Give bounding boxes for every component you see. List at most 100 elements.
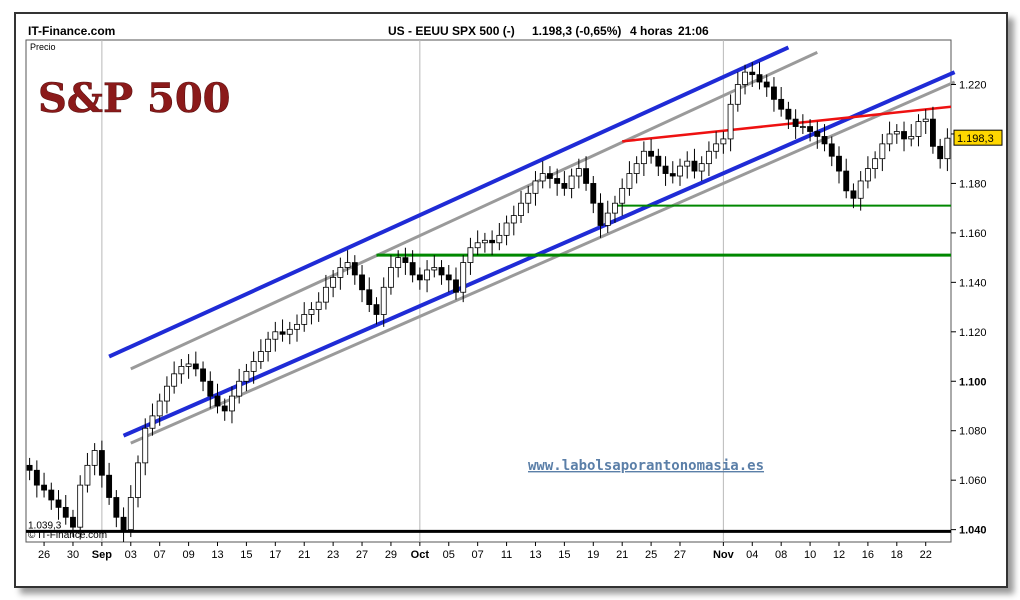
candle-body (481, 239, 488, 244)
x-tick-label: Sep (92, 549, 112, 561)
candle-body (662, 165, 669, 174)
candle-body (453, 279, 459, 293)
candle-body (120, 516, 127, 531)
candle-body (62, 506, 69, 518)
candle-body (930, 118, 936, 147)
y-tick-label: 1.060 (959, 475, 987, 487)
candle-body (279, 331, 286, 335)
candle-body (604, 212, 611, 226)
candle-body (864, 168, 871, 182)
candle-body (503, 222, 510, 236)
candle-body (344, 262, 351, 268)
candle-body (265, 338, 272, 352)
candle-body (106, 474, 113, 498)
candle-body (568, 175, 575, 189)
x-tick-label: Oct (411, 549, 430, 561)
candle-body (525, 192, 532, 204)
x-tick-label: 16 (862, 549, 874, 561)
y-tick-label: 1.220 (959, 80, 987, 92)
candle-body (554, 178, 561, 184)
candle-body (445, 274, 452, 281)
x-tick-label: 15 (240, 549, 252, 561)
candle-body (619, 187, 626, 204)
candle-body (395, 257, 402, 268)
x-tick-label: 15 (558, 549, 570, 561)
candle-body (257, 351, 264, 362)
candle-body (250, 361, 257, 372)
candle-body (467, 247, 474, 263)
candle-body (857, 180, 864, 199)
candle-body (742, 71, 748, 85)
candle-body (915, 121, 922, 137)
candle-body (626, 173, 633, 189)
candle-body (510, 215, 517, 224)
candle-body (785, 108, 792, 120)
candle-body (575, 168, 582, 177)
candle-body (799, 126, 806, 128)
brand-label: IT-Finance.com (28, 24, 115, 38)
x-tick-label: 07 (154, 549, 166, 561)
candle-body (41, 484, 47, 491)
candle-body (807, 126, 814, 132)
candle-body (843, 170, 850, 192)
x-tick-label: 29 (385, 549, 397, 561)
candle-body (373, 304, 380, 315)
candle-body (640, 150, 647, 165)
x-tick-label: 25 (645, 549, 657, 561)
candle-body (294, 323, 300, 330)
x-axis: 26 30 Sep 03 07 09 13 15 17 21 23 27 29 Oct 05 07 11 13 15… (38, 542, 932, 561)
y-tick-label: 1.100 (959, 376, 987, 388)
candle-body (149, 415, 156, 429)
website-link[interactable]: www.labolsaporantonomasia.es (528, 458, 764, 474)
candle-body (48, 489, 55, 501)
candle-body (113, 497, 120, 518)
price-change-label: 1.198,3 (-0,65%) (532, 24, 621, 38)
y-tick-label: 1.120 (959, 327, 987, 339)
candle-body (778, 98, 785, 110)
resistance-line (622, 105, 952, 143)
y-axis: 1.2201.2001.1801.1601.1401.1201.1001.080… (28, 80, 1003, 537)
candles (26, 62, 951, 542)
candle-body (351, 262, 358, 276)
candle-body (546, 173, 553, 179)
candle-body (301, 314, 308, 325)
candle-body (26, 464, 33, 471)
candle-body (402, 257, 409, 263)
x-tick-label: 22 (920, 549, 932, 561)
x-tick-label: 08 (775, 549, 787, 561)
candle-body (192, 363, 199, 370)
candle-body (474, 242, 481, 249)
candle-body (763, 81, 770, 88)
candle-body (684, 160, 691, 167)
y-tick-label: 1.160 (959, 228, 987, 240)
candle-body (583, 168, 589, 184)
candle-body (872, 158, 879, 169)
candle-body (633, 163, 640, 174)
min-price-label: 1.039,3 (28, 520, 62, 531)
x-tick-label: 09 (182, 549, 194, 561)
watermark-title: S&P 500 (38, 75, 231, 122)
candle-body (734, 84, 741, 105)
candle-body (496, 234, 503, 244)
candle-body (171, 373, 178, 387)
x-tick-label: 12 (833, 549, 845, 561)
footer-copyright: © IT-Finance.com (28, 530, 107, 541)
candle-body (691, 160, 698, 172)
x-tick-label: 17 (269, 549, 281, 561)
x-tick-label: 05 (443, 549, 455, 561)
candle-body (850, 190, 857, 199)
candle-body (705, 150, 712, 165)
candle-body (127, 497, 134, 531)
x-tick-label: 19 (587, 549, 599, 561)
candle-body (677, 165, 683, 177)
candle-body (879, 143, 886, 160)
instrument-label: US - EEUU SPX 500 (-) (388, 24, 515, 38)
x-tick-label: 30 (67, 549, 79, 561)
candle-body (91, 450, 98, 466)
candle-body (669, 173, 676, 177)
candle-body (163, 385, 170, 402)
candle-body (612, 202, 618, 214)
candle-body (337, 267, 344, 278)
candle-body (135, 462, 141, 498)
candle-body (561, 183, 568, 189)
